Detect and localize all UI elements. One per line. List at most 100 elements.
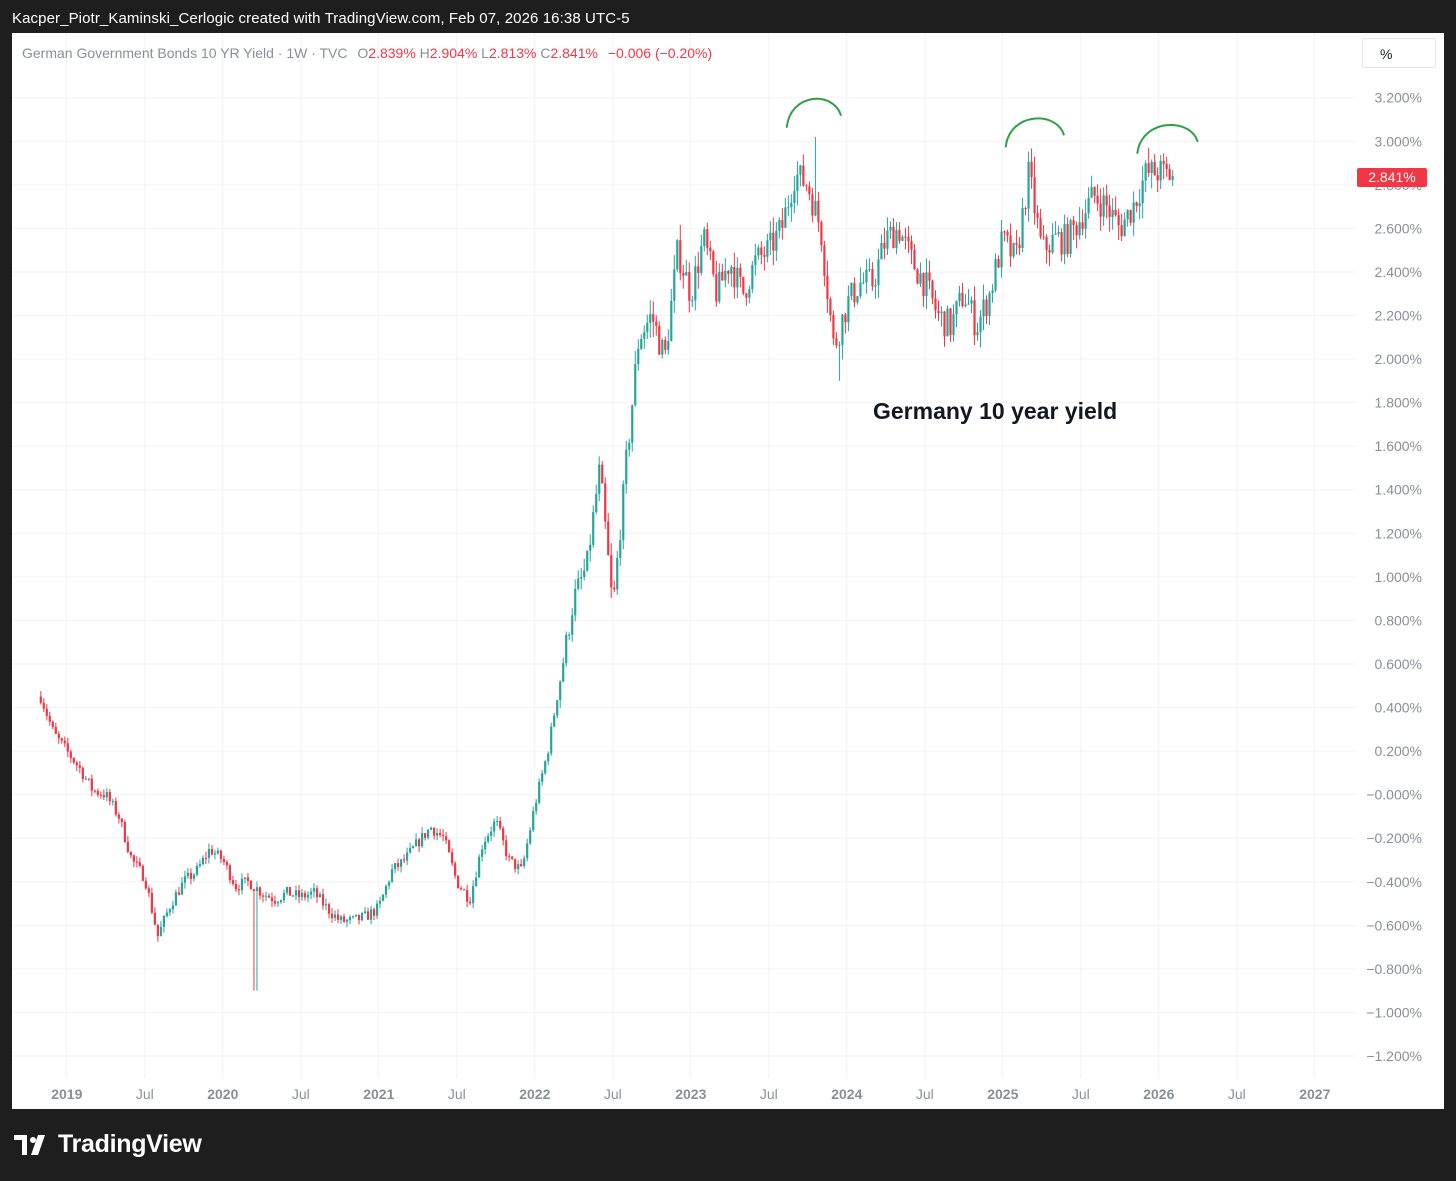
candle-body xyxy=(592,512,595,545)
candle xyxy=(417,837,421,852)
candle-body xyxy=(958,292,961,302)
candle-body xyxy=(442,834,445,837)
candle xyxy=(282,889,286,904)
candle-body xyxy=(1000,231,1003,268)
candle xyxy=(198,859,202,869)
candle-body xyxy=(556,700,559,716)
candle xyxy=(1066,217,1069,258)
candle-body xyxy=(580,576,583,579)
candle xyxy=(523,855,526,869)
x-tick-label: Jul xyxy=(760,1086,778,1102)
candle xyxy=(111,798,114,806)
candle-body xyxy=(210,848,214,855)
candle-body xyxy=(1171,175,1174,180)
candle-body xyxy=(844,314,847,323)
candle xyxy=(237,884,241,896)
candle-body xyxy=(925,272,928,297)
candle-body xyxy=(180,882,184,895)
candle xyxy=(955,300,958,328)
candle xyxy=(201,855,205,866)
candlestick-chart[interactable]: 3.200%3.000%2.800%2.600%2.400%2.200%2.00… xyxy=(12,33,1444,1109)
candle xyxy=(90,774,93,797)
candle xyxy=(324,898,328,911)
candle xyxy=(970,296,973,313)
annotation-arc xyxy=(785,97,842,128)
candle xyxy=(1150,159,1153,189)
candle-body xyxy=(661,339,664,355)
candle-body xyxy=(607,521,610,556)
candle xyxy=(132,854,135,868)
candle xyxy=(1024,206,1027,216)
candle xyxy=(168,907,171,917)
candle xyxy=(384,884,388,899)
candle xyxy=(514,858,517,873)
candle-body xyxy=(60,738,63,741)
candle-body xyxy=(943,311,946,337)
candle xyxy=(781,208,784,240)
candle xyxy=(1075,221,1078,249)
candle-body xyxy=(670,300,673,342)
candle xyxy=(117,812,120,824)
low-value: 2.813% xyxy=(488,45,537,61)
candle-body xyxy=(426,829,430,838)
candle xyxy=(315,885,319,904)
candle-body xyxy=(718,271,721,302)
candle-body xyxy=(769,232,772,241)
candle-body xyxy=(868,269,871,271)
chart-panel[interactable]: 3.200%3.000%2.800%2.600%2.400%2.200%2.00… xyxy=(12,33,1444,1109)
candle-body xyxy=(1051,234,1054,253)
candle-body xyxy=(276,902,280,904)
y-tick-label: 2.200% xyxy=(1375,308,1422,324)
candle-body xyxy=(643,332,646,339)
candle-body xyxy=(949,308,952,336)
candle-body xyxy=(375,903,379,916)
candle xyxy=(610,543,613,598)
candle xyxy=(754,243,757,276)
candle-body xyxy=(625,449,628,485)
candle-body xyxy=(351,916,355,918)
candle xyxy=(1069,218,1072,258)
candle xyxy=(553,713,556,728)
candle-body xyxy=(934,298,937,311)
candle xyxy=(652,301,655,337)
candle-body xyxy=(1066,224,1069,254)
candle xyxy=(306,891,310,902)
candle-body xyxy=(411,846,415,848)
candle-body xyxy=(1081,222,1084,229)
candle xyxy=(802,154,805,187)
candle-body xyxy=(895,229,898,249)
candle xyxy=(712,249,715,277)
candle xyxy=(399,858,403,873)
candle-body xyxy=(628,442,631,450)
candle-body xyxy=(132,855,135,862)
candle xyxy=(1144,160,1147,192)
candle-body xyxy=(847,296,850,323)
candle xyxy=(318,891,322,898)
candle xyxy=(583,558,586,581)
candle-body xyxy=(1117,215,1120,226)
candle xyxy=(820,220,823,252)
candle xyxy=(886,217,889,255)
candle xyxy=(673,255,676,313)
candle xyxy=(520,859,523,868)
candle-body xyxy=(652,314,655,322)
candle xyxy=(550,722,553,756)
candle xyxy=(135,856,138,868)
x-tick-label: 2021 xyxy=(363,1086,394,1102)
candle xyxy=(123,819,126,843)
candle xyxy=(78,760,81,774)
candle-body xyxy=(619,540,622,558)
candle-body xyxy=(631,405,634,443)
candle-body xyxy=(817,200,820,223)
candle-body xyxy=(598,464,601,495)
scale-mode-button[interactable]: % xyxy=(1362,38,1436,68)
candle xyxy=(565,631,568,667)
candle-body xyxy=(1021,208,1024,249)
candle-body xyxy=(1027,161,1030,209)
candle-body xyxy=(1036,213,1039,219)
candle-body xyxy=(42,702,45,709)
candle xyxy=(1135,201,1138,213)
candle-body xyxy=(1054,233,1057,235)
x-tick-label: 2025 xyxy=(987,1086,1018,1102)
y-tick-label: 0.200% xyxy=(1375,743,1422,759)
